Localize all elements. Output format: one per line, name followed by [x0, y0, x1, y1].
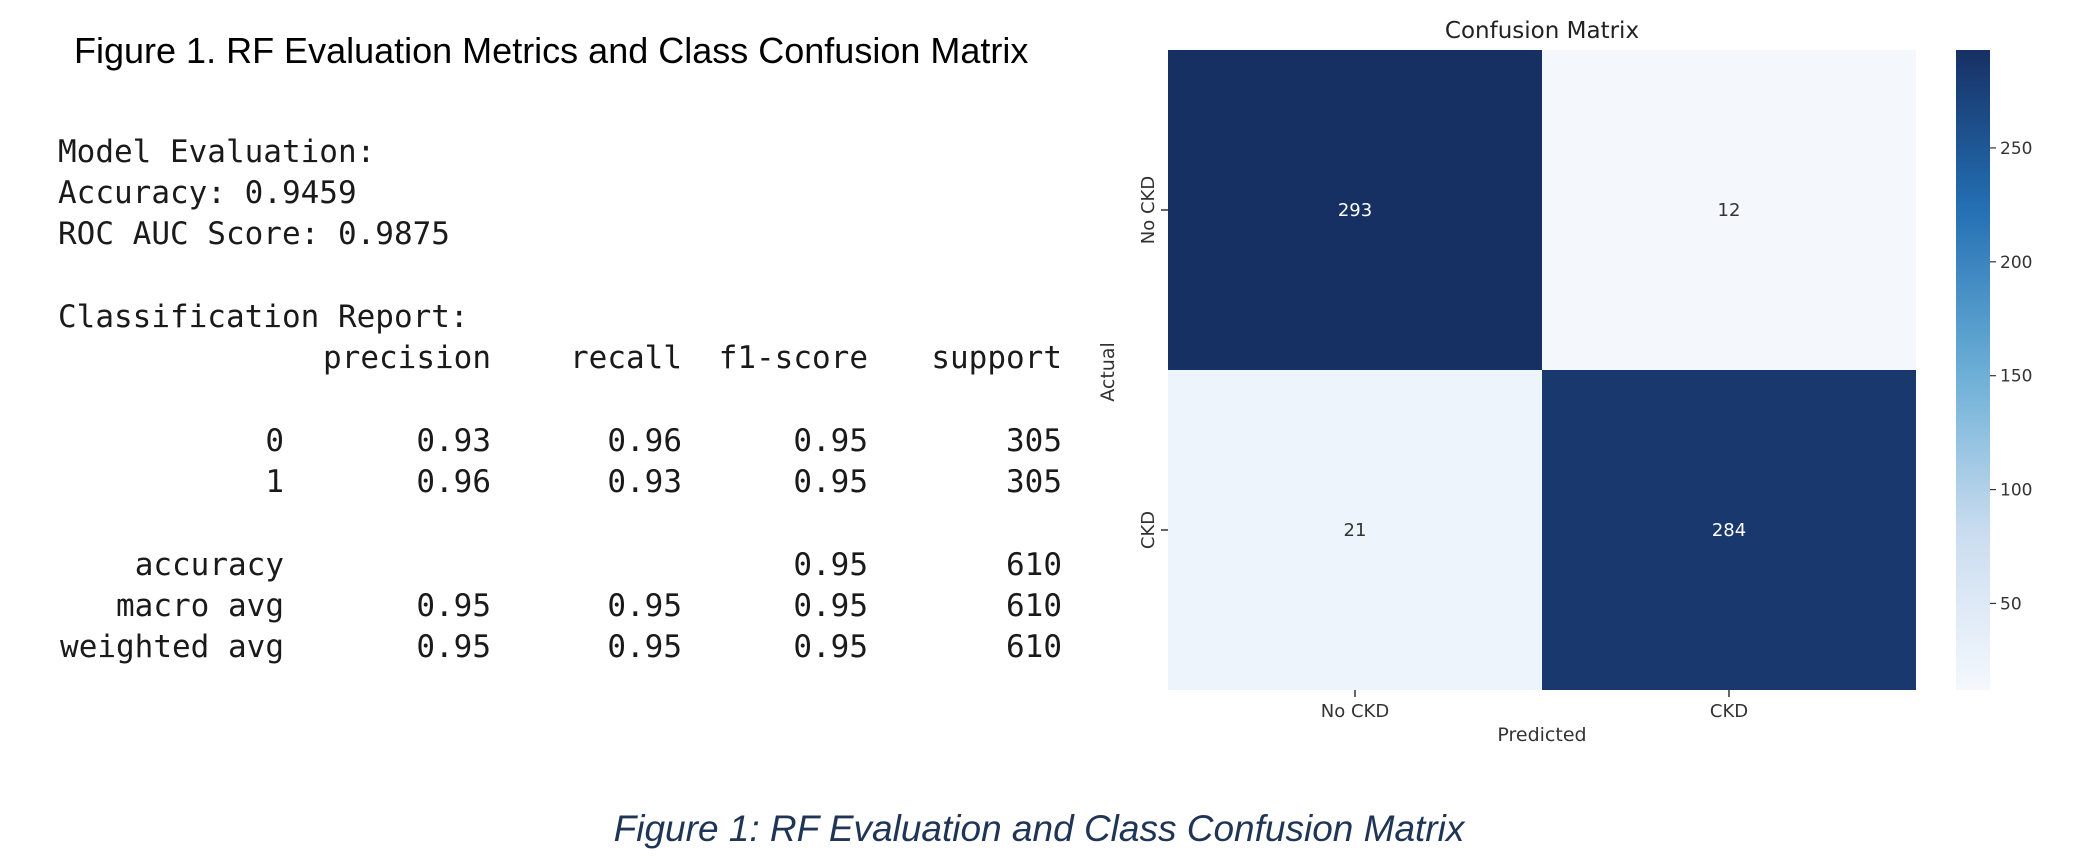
report-cell-label: weighted avg [60, 629, 284, 665]
cell-value-label: 12 [1718, 200, 1741, 221]
chart-title: Confusion Matrix [1445, 18, 1639, 44]
colorbar-tick-label: 250 [2000, 139, 2032, 159]
col-header-precision: precision [323, 340, 491, 376]
report-cell-support: 610 [1006, 547, 1062, 583]
x-tick-label: CKD [1710, 701, 1748, 722]
y-axis-label: Actual [1100, 342, 1119, 402]
roc-auc-line: ROC AUC Score: 0.9875 [58, 216, 450, 252]
report-cell-recall: 0.96 [607, 423, 682, 459]
colorbar-tick-label: 200 [2000, 253, 2032, 273]
report-cell-support: 305 [1006, 464, 1062, 500]
cell-value-label: 21 [1344, 520, 1367, 541]
cell-value-label: 284 [1712, 520, 1746, 541]
colorbar-tick-label: 50 [2000, 594, 2022, 614]
report-cell-precision: 0.95 [416, 588, 491, 624]
report-cell-label: accuracy [135, 547, 284, 583]
y-tick-label: CKD [1138, 511, 1159, 549]
report-cell-f1: 0.95 [793, 629, 868, 665]
report-cell-recall: 0.95 [607, 629, 682, 665]
report-cell-label: 1 [265, 464, 284, 500]
report-cell-recall: 0.95 [607, 588, 682, 624]
cell-value-label: 293 [1338, 200, 1372, 221]
report-cell-f1: 0.95 [793, 423, 868, 459]
report-cell-recall: 0.93 [607, 464, 682, 500]
report-cell-support: 305 [1006, 423, 1062, 459]
report-cell-f1: 0.95 [793, 547, 868, 583]
report-cell-precision: 0.96 [416, 464, 491, 500]
classification-heading: Classification Report: [58, 299, 469, 335]
x-tick-label: No CKD [1321, 701, 1389, 722]
col-header-support: support [931, 340, 1062, 376]
col-header-recall: recall [570, 340, 682, 376]
col-header-f1-score: f1-score [719, 340, 868, 376]
heatmap-cells [1168, 50, 1916, 690]
report-heading: Model Evaluation: [58, 134, 375, 170]
report-cell-f1: 0.95 [793, 464, 868, 500]
figure-caption: Figure 1: RF Evaluation and Class Confus… [0, 808, 2078, 850]
report-cell-label: 0 [265, 423, 284, 459]
figure-title: Figure 1. RF Evaluation Metrics and Clas… [74, 30, 1028, 72]
colorbar-tick-label: 150 [2000, 367, 2032, 387]
x-axis-label: Predicted [1497, 724, 1586, 746]
y-tick-label: No CKD [1138, 176, 1159, 244]
report-cell-label: macro avg [116, 588, 284, 624]
confusion-matrix-chart: Confusion Matrix 293 12 21 284 No CKD CKD No… [1100, 0, 2060, 760]
report-cell-precision: 0.93 [416, 423, 491, 459]
report-cell-precision: 0.95 [416, 629, 491, 665]
report-cell-support: 610 [1006, 629, 1062, 665]
report-cell-f1: 0.95 [793, 588, 868, 624]
accuracy-line: Accuracy: 0.9459 [58, 175, 357, 211]
report-cell-support: 610 [1006, 588, 1062, 624]
colorbar [1956, 50, 1990, 690]
colorbar-tick-label: 100 [2000, 481, 2032, 501]
